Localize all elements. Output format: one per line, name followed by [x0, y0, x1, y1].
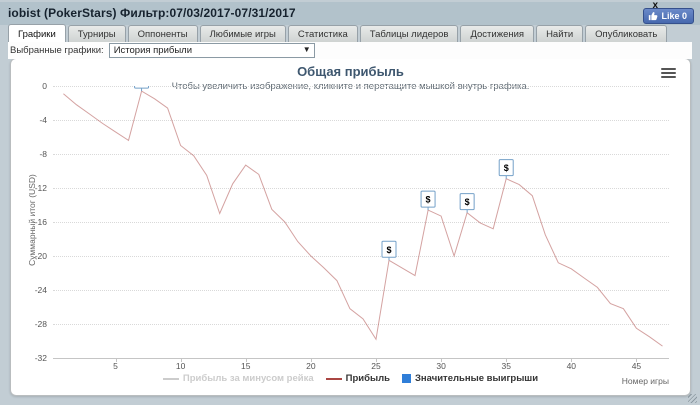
tab-7[interactable]: Найти: [536, 25, 584, 42]
x-tick-label: 5: [113, 361, 118, 371]
y-tick-label: -32: [34, 353, 47, 363]
chart-panel: Общая прибыль Чтобы увеличить изображени…: [10, 58, 691, 396]
gridline: [53, 324, 669, 325]
profit-line: [63, 90, 663, 347]
legend-square-icon: [401, 374, 411, 383]
x-tick-mark: [636, 358, 638, 362]
tab-1[interactable]: Турниры: [67, 25, 126, 42]
legend-line-icon: [162, 377, 179, 380]
y-tick-label: 0: [42, 81, 47, 91]
significant-win-flag: $: [381, 240, 397, 261]
x-tick-label: 45: [631, 361, 642, 371]
legend-item-1[interactable]: Прибыль: [325, 373, 390, 384]
gridline: [53, 120, 669, 121]
like-label: Like 0: [661, 11, 687, 21]
x-tick-label: 10: [175, 361, 186, 371]
x-tick-mark: [375, 358, 377, 362]
title-bar: iobist (PokerStars) Фильтр:07/03/2017-07…: [0, 0, 700, 25]
x-tick-label: 30: [436, 361, 446, 371]
y-tick-label: -4: [39, 115, 47, 125]
significant-win-flag: $: [459, 193, 475, 213]
chevron-down-icon: ▼: [302, 45, 311, 54]
hamburger-menu-icon[interactable]: [661, 68, 676, 79]
tab-bar: Графики Турниры Оппоненты Любимые игры Стати…: [8, 24, 698, 42]
gridline: [53, 86, 669, 87]
x-tick-mark: [506, 358, 508, 362]
like-button[interactable]: Like 0: [643, 8, 694, 24]
y-tick-label: -28: [34, 319, 47, 329]
y-tick-label: -20: [34, 251, 47, 261]
y-tick-label: -8: [39, 149, 47, 159]
legend-label: Значительные выигрыши: [414, 373, 539, 384]
gridline: [53, 256, 669, 257]
y-tick-label: -24: [34, 285, 47, 295]
svg-text:$: $: [426, 195, 431, 205]
gridline: [53, 290, 669, 291]
close-icon[interactable]: x: [652, 0, 658, 11]
resize-grip-icon[interactable]: [688, 394, 697, 403]
thumb-up-icon: [649, 12, 658, 21]
x-axis-title: Номер игры: [621, 376, 669, 386]
graph-controls: Выбранные графики: История прибыли ▼: [8, 42, 692, 59]
legend-label: Прибыль за минусом рейка: [182, 373, 314, 384]
legend-item-2[interactable]: Значительные выигрыши: [401, 373, 539, 384]
gridline: [53, 222, 669, 223]
x-tick-mark: [115, 358, 117, 362]
x-tick-label: 20: [306, 361, 316, 371]
x-tick-label: 25: [371, 361, 381, 371]
y-tick-label: -12: [34, 183, 47, 193]
x-tick-mark: [180, 358, 182, 362]
tab-4[interactable]: Статистика: [287, 25, 358, 42]
legend-item-0[interactable]: Прибыль за минусом рейка: [162, 373, 314, 384]
significant-win-flag: $: [498, 159, 514, 179]
gridline: [53, 154, 669, 155]
graph-select-value: История прибыли: [113, 45, 193, 56]
chart-title: Общая прибыль: [297, 64, 404, 79]
x-tick-mark: [441, 358, 443, 362]
tab-3[interactable]: Любимые игры: [199, 25, 286, 42]
tab-0[interactable]: Графики: [8, 24, 66, 42]
svg-text:$: $: [504, 163, 509, 173]
x-tick-label: 40: [566, 361, 577, 371]
page-title: iobist (PokerStars) Фильтр:07/03/2017-07…: [8, 6, 296, 20]
x-tick-mark: [245, 358, 247, 362]
plot-area[interactable]: $ $ $ $ $: [53, 86, 669, 358]
svg-text:$: $: [386, 245, 391, 255]
gridline: [53, 188, 669, 189]
x-tick-label: 15: [241, 361, 251, 371]
significant-win-flag: $: [134, 86, 150, 92]
tab-2[interactable]: Оппоненты: [127, 25, 198, 42]
x-tick-label: 35: [501, 361, 511, 371]
tab-5[interactable]: Таблицы лидеров: [359, 25, 459, 42]
x-tick-mark: [310, 358, 312, 362]
x-tick-mark: [571, 358, 573, 362]
tab-6[interactable]: Достижения: [460, 25, 535, 42]
graph-select[interactable]: История прибыли ▼: [108, 43, 315, 58]
significant-win-flag: $: [420, 190, 436, 211]
tab-8[interactable]: Опубликовать: [585, 25, 668, 42]
x-axis-line: [53, 358, 669, 359]
legend-line-icon: [325, 377, 342, 380]
svg-text:$: $: [465, 197, 470, 207]
legend-label: Прибыль: [345, 373, 390, 384]
selected-graphs-label: Выбранные графики:: [10, 45, 104, 56]
chart-legend: Прибыль за минусом рейка Прибыль Значитель…: [11, 373, 690, 384]
y-tick-label: -16: [34, 217, 47, 227]
